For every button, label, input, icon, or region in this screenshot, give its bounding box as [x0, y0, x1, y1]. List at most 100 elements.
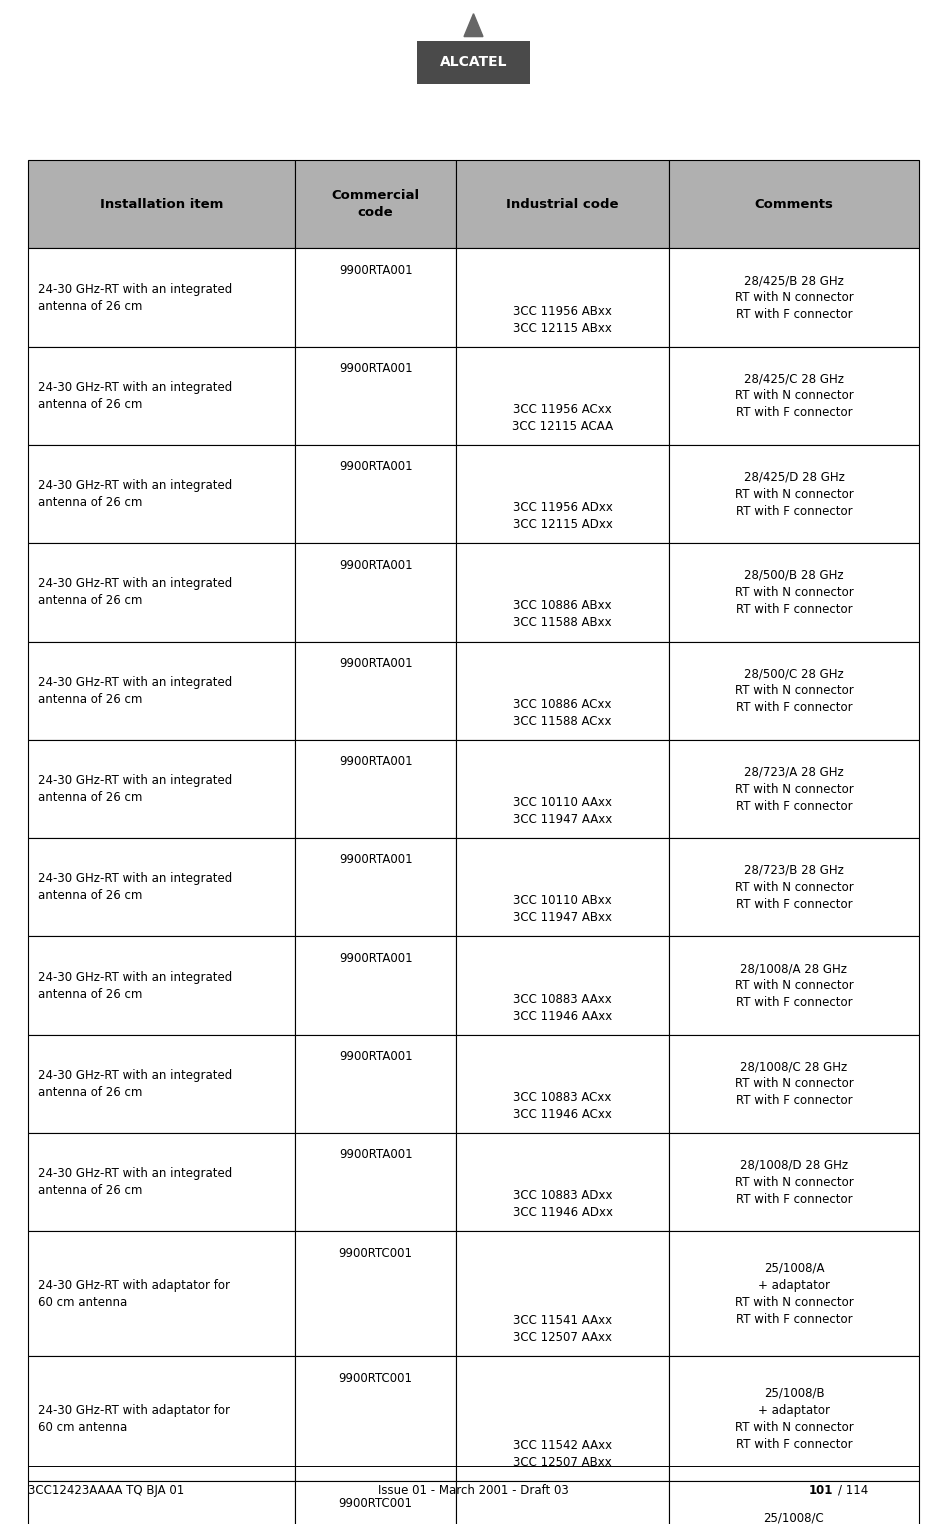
Text: 9900RTA001: 9900RTA001 — [339, 1050, 412, 1064]
Text: 24-30 GHz-RT with an integrated
antenna of 26 cm: 24-30 GHz-RT with an integrated antenna … — [38, 578, 232, 608]
Bar — [456, 1035, 670, 1134]
Text: 3CC 11542 AAxx
3CC 12507 ABxx: 3CC 11542 AAxx 3CC 12507 ABxx — [513, 1439, 612, 1469]
Bar — [670, 1356, 919, 1481]
Text: 9900RTA001: 9900RTA001 — [339, 756, 412, 768]
Bar — [295, 347, 456, 445]
Bar — [670, 544, 919, 642]
Text: Installation item: Installation item — [100, 198, 223, 210]
Text: Issue 01 - March 2001 - Draft 03: Issue 01 - March 2001 - Draft 03 — [378, 1484, 569, 1497]
Bar — [295, 160, 456, 248]
Text: 3CC 10883 AAxx
3CC 11946 AAxx: 3CC 10883 AAxx 3CC 11946 AAxx — [513, 992, 612, 1023]
Bar — [28, 1035, 295, 1134]
Bar — [670, 1134, 919, 1231]
Bar — [295, 1035, 456, 1134]
Text: 28/500/C 28 GHz
RT with N connector
RT with F connector: 28/500/C 28 GHz RT with N connector RT w… — [735, 668, 853, 715]
Bar — [456, 544, 670, 642]
Bar — [456, 248, 670, 347]
Bar — [670, 642, 919, 741]
Text: 24-30 GHz-RT with adaptator for
60 cm antenna: 24-30 GHz-RT with adaptator for 60 cm an… — [38, 1404, 230, 1434]
Bar — [295, 445, 456, 544]
Bar — [295, 838, 456, 936]
Bar — [295, 741, 456, 838]
Bar — [295, 1231, 456, 1356]
Bar — [28, 1356, 295, 1481]
Text: 9900RTA001: 9900RTA001 — [339, 951, 412, 965]
Bar — [295, 936, 456, 1035]
Bar — [456, 347, 670, 445]
Bar — [295, 1481, 456, 1524]
Text: 24-30 GHz-RT with adaptator for
60 cm antenna: 24-30 GHz-RT with adaptator for 60 cm an… — [38, 1279, 230, 1309]
Text: 24-30 GHz-RT with an integrated
antenna of 26 cm: 24-30 GHz-RT with an integrated antenna … — [38, 381, 232, 411]
Bar — [417, 41, 530, 84]
Text: 25/1008/C
+ adaptator
RT with N connector
RT with F connector: 25/1008/C + adaptator RT with N connecto… — [735, 1512, 853, 1524]
Bar — [456, 160, 670, 248]
Bar — [28, 160, 295, 248]
Bar — [28, 1134, 295, 1231]
Text: 9900RTA001: 9900RTA001 — [339, 264, 412, 277]
Bar — [456, 1134, 670, 1231]
Bar — [28, 1231, 295, 1356]
Bar — [295, 1134, 456, 1231]
Bar — [28, 741, 295, 838]
Bar — [670, 1231, 919, 1356]
Bar — [456, 1481, 670, 1524]
Bar — [28, 445, 295, 544]
Bar — [456, 445, 670, 544]
Bar — [670, 838, 919, 936]
Text: 24-30 GHz-RT with an integrated
antenna of 26 cm: 24-30 GHz-RT with an integrated antenna … — [38, 774, 232, 805]
Text: 101: 101 — [809, 1484, 833, 1497]
Text: 9900RTA001: 9900RTA001 — [339, 460, 412, 474]
Bar — [295, 642, 456, 741]
Text: 24-30 GHz-RT with an integrated
antenna of 26 cm: 24-30 GHz-RT with an integrated antenna … — [38, 1068, 232, 1099]
Bar — [456, 1231, 670, 1356]
Bar — [670, 1035, 919, 1134]
Text: 24-30 GHz-RT with an integrated
antenna of 26 cm: 24-30 GHz-RT with an integrated antenna … — [38, 1167, 232, 1198]
Text: 9900RTA001: 9900RTA001 — [339, 657, 412, 671]
Text: 9900RTA001: 9900RTA001 — [339, 853, 412, 867]
Text: 3CC 10110 ABxx
3CC 11947 ABxx: 3CC 10110 ABxx 3CC 11947 ABxx — [513, 895, 612, 924]
Text: 28/425/C 28 GHz
RT with N connector
RT with F connector: 28/425/C 28 GHz RT with N connector RT w… — [735, 372, 853, 419]
Text: 24-30 GHz-RT with an integrated
antenna of 26 cm: 24-30 GHz-RT with an integrated antenna … — [38, 479, 232, 509]
Text: 28/1008/D 28 GHz
RT with N connector
RT with F connector: 28/1008/D 28 GHz RT with N connector RT … — [735, 1158, 853, 1205]
Bar — [295, 248, 456, 347]
Text: 9900RTA001: 9900RTA001 — [339, 559, 412, 572]
Text: Commercial
code: Commercial code — [331, 189, 420, 219]
Text: 24-30 GHz-RT with an integrated
antenna of 26 cm: 24-30 GHz-RT with an integrated antenna … — [38, 282, 232, 312]
Text: ALCATEL: ALCATEL — [439, 55, 508, 70]
Text: 28/723/A 28 GHz
RT with N connector
RT with F connector: 28/723/A 28 GHz RT with N connector RT w… — [735, 765, 853, 812]
Bar — [28, 642, 295, 741]
Text: 9900RTC001: 9900RTC001 — [339, 1497, 413, 1510]
Text: / 114: / 114 — [838, 1484, 868, 1497]
Text: Industrial code: Industrial code — [507, 198, 618, 210]
Text: 3CC 11956 ACxx
3CC 12115 ACAA: 3CC 11956 ACxx 3CC 12115 ACAA — [512, 402, 613, 433]
Text: 3CC 11956 ABxx
3CC 12115 ABxx: 3CC 11956 ABxx 3CC 12115 ABxx — [513, 305, 612, 335]
Bar — [295, 1356, 456, 1481]
Bar — [670, 160, 919, 248]
Bar — [28, 838, 295, 936]
Polygon shape — [464, 14, 483, 37]
Text: 3CC 10883 ACxx
3CC 11946 ACxx: 3CC 10883 ACxx 3CC 11946 ACxx — [513, 1091, 612, 1122]
Bar — [28, 1481, 295, 1524]
Text: 3CC 10110 AAxx
3CC 11947 AAxx: 3CC 10110 AAxx 3CC 11947 AAxx — [513, 796, 612, 826]
Text: 25/1008/A
+ adaptator
RT with N connector
RT with F connector: 25/1008/A + adaptator RT with N connecto… — [735, 1262, 853, 1326]
Text: 25/1008/B
+ adaptator
RT with N connector
RT with F connector: 25/1008/B + adaptator RT with N connecto… — [735, 1387, 853, 1451]
Bar — [670, 347, 919, 445]
Text: 24-30 GHz-RT with an integrated
antenna of 26 cm: 24-30 GHz-RT with an integrated antenna … — [38, 872, 232, 902]
Bar — [28, 248, 295, 347]
Text: 28/425/D 28 GHz
RT with N connector
RT with F connector: 28/425/D 28 GHz RT with N connector RT w… — [735, 471, 853, 518]
Text: 28/425/B 28 GHz
RT with N connector
RT with F connector: 28/425/B 28 GHz RT with N connector RT w… — [735, 274, 853, 322]
Text: 28/723/B 28 GHz
RT with N connector
RT with F connector: 28/723/B 28 GHz RT with N connector RT w… — [735, 864, 853, 911]
Bar — [456, 741, 670, 838]
Text: 3CC 10883 ADxx
3CC 11946 ADxx: 3CC 10883 ADxx 3CC 11946 ADxx — [512, 1189, 613, 1219]
Text: 3CC 11541 AAxx
3CC 12507 AAxx: 3CC 11541 AAxx 3CC 12507 AAxx — [513, 1314, 612, 1344]
Bar — [670, 248, 919, 347]
Bar — [670, 741, 919, 838]
Bar — [28, 544, 295, 642]
Bar — [295, 544, 456, 642]
Text: 3CC 10886 ABxx
3CC 11588 ABxx: 3CC 10886 ABxx 3CC 11588 ABxx — [513, 599, 612, 629]
Text: Comments: Comments — [755, 198, 833, 210]
Bar — [28, 936, 295, 1035]
Bar — [456, 838, 670, 936]
Bar — [456, 642, 670, 741]
Text: 3CC 10886 ACxx
3CC 11588 ACxx: 3CC 10886 ACxx 3CC 11588 ACxx — [513, 698, 612, 728]
